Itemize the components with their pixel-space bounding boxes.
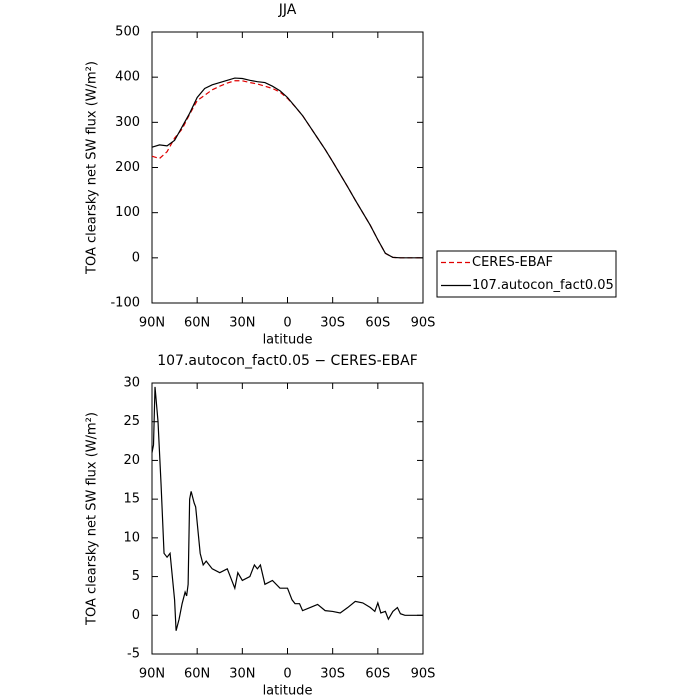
x-tick-label: 60N [184, 667, 210, 682]
x-tick-label: 90S [411, 667, 436, 682]
y-tick-label: 25 [123, 414, 140, 429]
chart-title: 107.autocon_fact0.05 − CERES-EBAF [157, 353, 418, 369]
y-axis-label: TOA clearsky net SW flux (W/m²) [85, 412, 100, 626]
x-tick-label: 30N [229, 667, 255, 682]
x-tick-label: 30S [320, 316, 345, 331]
y-tick-label: 15 [123, 492, 140, 507]
x-tick-label: 90N [139, 667, 165, 682]
legend-box [436, 250, 617, 298]
y-tick-label: 20 [123, 453, 140, 468]
y-tick-label: 0 [132, 250, 140, 265]
x-tick-label: 60S [365, 667, 390, 682]
x-axis-label: latitude [263, 333, 313, 348]
y-tick-label: 0 [132, 608, 140, 623]
y-tick-label: -5 [127, 647, 140, 662]
chart-title: JJA [278, 2, 297, 18]
x-axis-label: latitude [263, 684, 313, 699]
x-tick-label: 0 [283, 316, 291, 331]
plot-frame [151, 382, 424, 655]
y-tick-label: 5 [132, 569, 140, 584]
y-tick-label: 10 [123, 530, 140, 545]
x-tick-label: 90N [139, 316, 165, 331]
x-tick-label: 60N [184, 316, 210, 331]
legend-label: CERES-EBAF [472, 255, 553, 270]
data-line [151, 386, 423, 631]
y-tick-label: 300 [115, 115, 140, 130]
y-tick-label: -100 [110, 296, 140, 311]
x-tick-label: 30S [320, 667, 345, 682]
data-line [151, 77, 423, 259]
plot-frame [151, 31, 424, 304]
y-tick-label: 400 [115, 70, 140, 85]
x-tick-label: 60S [365, 316, 390, 331]
x-tick-label: 0 [283, 667, 291, 682]
y-tick-label: 30 [123, 376, 140, 391]
x-tick-label: 90S [411, 316, 436, 331]
legend-label: 107.autocon_fact0.05 [472, 278, 614, 293]
y-tick-label: 100 [115, 205, 140, 220]
y-tick-label: 500 [115, 25, 140, 40]
y-tick-label: 200 [115, 160, 140, 175]
x-tick-label: 30N [229, 316, 255, 331]
y-axis-label: TOA clearsky net SW flux (W/m²) [85, 61, 100, 275]
